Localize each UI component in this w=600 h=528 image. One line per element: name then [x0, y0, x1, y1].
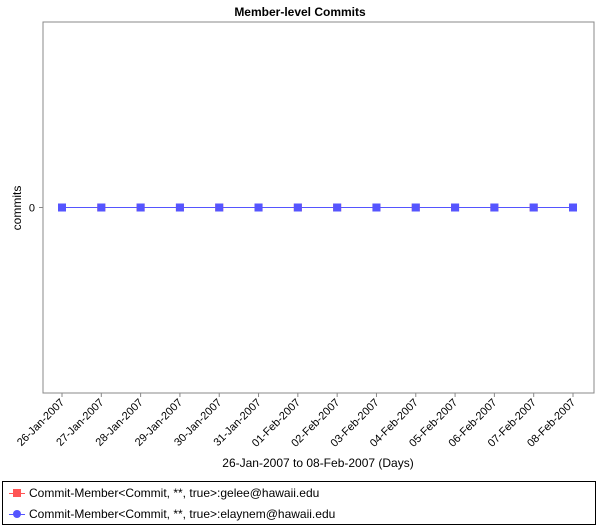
data-point-1 [294, 204, 302, 212]
legend-item-gelee: Commit-Member<Commit, **, true>:gelee@ha… [9, 483, 319, 503]
legend-swatch-elaynem [9, 508, 25, 520]
data-point-1 [412, 204, 420, 212]
x-ticks: 26-Jan-200727-Jan-200728-Jan-200729-Jan-… [15, 393, 578, 450]
data-point-1 [372, 204, 380, 212]
legend-label-gelee: Commit-Member<Commit, **, true>:gelee@ha… [29, 486, 319, 500]
data-point-1 [490, 204, 498, 212]
data-point-1 [333, 204, 341, 212]
y-tick-label: 0 [29, 203, 35, 215]
data-point-1 [97, 204, 105, 212]
y-axis-label: commits [10, 186, 24, 231]
data-point-1 [176, 204, 184, 212]
legend: Commit-Member<Commit, **, true>:gelee@ha… [2, 481, 596, 525]
data-point-1 [58, 204, 66, 212]
y-ticks: 0 [29, 203, 43, 215]
chart: Member-level Commits commits 26-Jan-2007… [0, 0, 600, 480]
legend-label-elaynem: Commit-Member<Commit, **, true>:elaynem@… [29, 507, 335, 521]
legend-item-elaynem: Commit-Member<Commit, **, true>:elaynem@… [9, 504, 335, 524]
data-point-1 [530, 204, 538, 212]
data-point-1 [215, 204, 223, 212]
data-point-1 [451, 204, 459, 212]
data-point-1 [137, 204, 145, 212]
x-axis-label: 26-Jan-2007 to 08-Feb-2007 (Days) [222, 456, 413, 470]
data-point-1 [569, 204, 577, 212]
data-point-1 [255, 204, 263, 212]
legend-swatch-gelee [9, 487, 25, 499]
chart-title: Member-level Commits [234, 5, 366, 19]
